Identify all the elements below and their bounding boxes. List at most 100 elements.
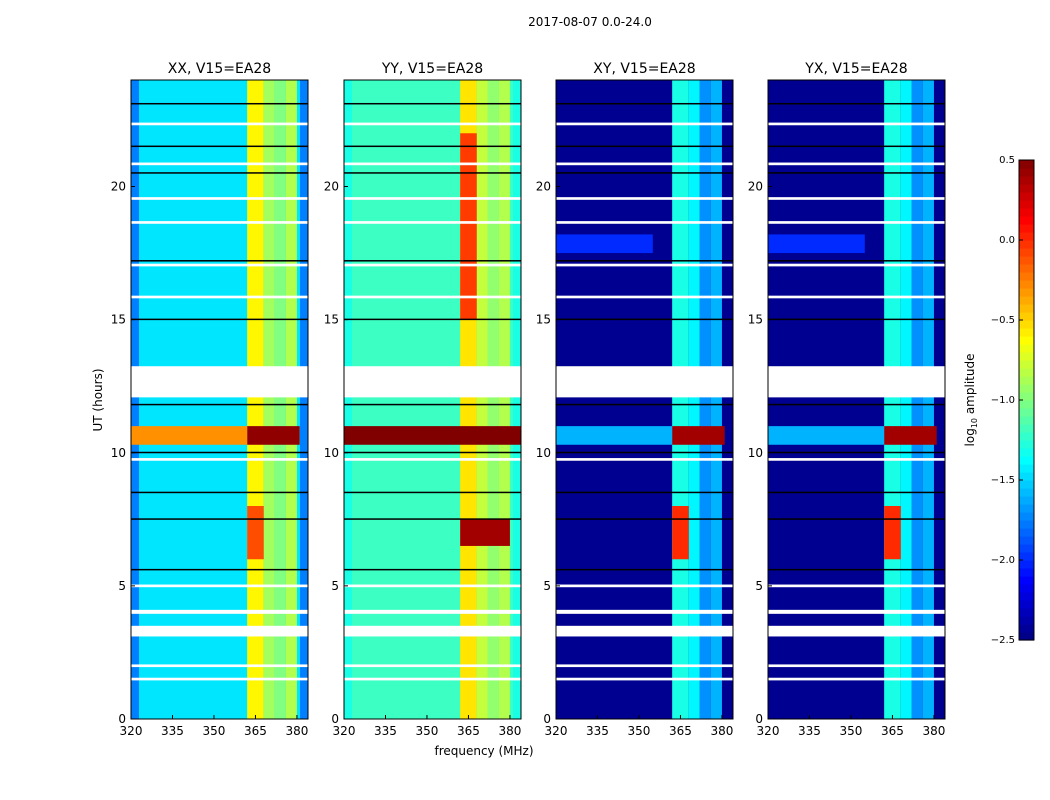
dark-row (131, 403, 308, 406)
flagged-row (131, 221, 308, 224)
colorbar-segment (1019, 344, 1034, 353)
figure-suptitle: 2017-08-07 0.0-24.0 (528, 15, 652, 29)
colorbar-segment (1019, 632, 1034, 641)
dark-row (768, 172, 945, 174)
colorbar-segment (1019, 272, 1034, 281)
heatmap-band (922, 80, 934, 719)
x-axis-label: frequency (MHz) (434, 744, 533, 758)
panel-frame (343, 79, 522, 720)
y-tick-label: 0 (118, 712, 126, 726)
dark-row (344, 568, 521, 571)
panel-2: XY, V15=EA28 320 335 350 365 380 0 5 10 15 20 (536, 61, 734, 738)
panel-3: YX, V15=EA28 320 335 350 365 380 0 5 10 15 20 (748, 61, 946, 738)
heatmap-edge-left (768, 80, 776, 719)
dark-row (131, 260, 308, 262)
colorbar-segment (1019, 432, 1034, 441)
dark-row (768, 145, 945, 148)
colorbar: 0.5 0.0 −0.5 −1.0 −1.5 −2.0 −2.5 (991, 155, 1035, 646)
flagged-row (131, 584, 308, 588)
flagged-row (768, 677, 945, 681)
heatmap-rfi-event (460, 519, 510, 546)
y-tick-label: 5 (331, 579, 339, 593)
colorbar-tick-label: −1.0 (991, 395, 1015, 406)
flagged-row (768, 122, 945, 126)
colorbar-segment (1019, 384, 1034, 393)
dark-row (344, 102, 521, 105)
dark-row (344, 491, 521, 494)
colorbar-segment (1019, 376, 1034, 385)
flagged-row (131, 162, 308, 166)
flagged-row (768, 162, 945, 166)
x-tick-label: 350 (416, 724, 439, 738)
y-tick-label: 0 (331, 712, 339, 726)
x-tick-label: 335 (798, 724, 821, 738)
y-tick-label: 15 (536, 313, 551, 327)
colorbar-tick-label: −2.5 (991, 635, 1015, 646)
flagged-row (768, 625, 945, 637)
heatmap-edge-right (300, 80, 308, 719)
dark-row (556, 451, 733, 454)
dark-row (344, 518, 521, 520)
flagged-row (344, 122, 521, 126)
dark-row (556, 568, 733, 571)
heatmap-band (487, 80, 499, 719)
flagged-row (131, 197, 308, 200)
dark-row (768, 491, 945, 494)
y-tick-label: 20 (111, 180, 126, 194)
colorbar-segment (1019, 392, 1034, 401)
dark-row (768, 451, 945, 454)
heatmap-rfi-event (768, 426, 885, 445)
heatmap-edge-right (937, 80, 945, 719)
colorbar-segment (1019, 328, 1034, 337)
heatmap-band (884, 80, 901, 719)
panel-1: YY, V15=EA28 320 335 350 365 380 0 5 10 15 20 (324, 61, 522, 738)
colorbar-segment (1019, 304, 1034, 313)
panel-frame (555, 79, 734, 720)
colorbar-segment (1019, 168, 1034, 177)
flagged-row (131, 295, 308, 299)
colorbar-segment (1019, 520, 1034, 529)
colorbar-segment (1019, 584, 1034, 593)
colorbar-segment (1019, 232, 1034, 241)
colorbar-segment (1019, 240, 1034, 249)
dark-row (556, 102, 733, 105)
x-tick-label: 335 (374, 724, 397, 738)
colorbar-segment (1019, 312, 1034, 321)
heatmap-band (274, 80, 286, 719)
colorbar-segment (1019, 488, 1034, 497)
flagged-row (556, 677, 733, 681)
x-tick-label: 320 (120, 724, 143, 738)
flagged-row (768, 458, 945, 461)
colorbar-segment (1019, 616, 1034, 625)
colorbar-segment (1019, 544, 1034, 553)
flagged-row (556, 197, 733, 200)
colorbar-segment (1019, 296, 1034, 305)
colorbar-segment (1019, 416, 1034, 425)
flagged-row (556, 609, 733, 614)
colorbar-segment (1019, 408, 1034, 417)
flagged-row (344, 458, 521, 461)
y-tick-label: 0 (755, 712, 763, 726)
dark-row (556, 491, 733, 494)
heatmap-rfi-event (672, 426, 725, 445)
y-tick-label: 10 (748, 446, 763, 460)
dark-row (344, 172, 521, 174)
flagged-row (131, 366, 308, 398)
panel-frame (767, 79, 946, 720)
flagged-row (131, 263, 308, 267)
colorbar-tick-label: −0.5 (991, 315, 1015, 326)
colorbar-segment (1019, 320, 1034, 329)
y-tick-label: 5 (755, 579, 763, 593)
flagged-row (556, 458, 733, 461)
y-tick-label: 20 (536, 180, 551, 194)
dark-row (344, 318, 521, 321)
heatmap-rfi-event (556, 426, 673, 445)
colorbar-label: log10 amplitude (963, 354, 979, 447)
flagged-row (344, 221, 521, 224)
x-tick-label: 320 (757, 724, 780, 738)
flagged-row (768, 221, 945, 224)
colorbar-segment (1019, 248, 1034, 257)
y-tick-label: 5 (543, 579, 551, 593)
colorbar-segment (1019, 504, 1034, 513)
dark-row (556, 260, 733, 262)
